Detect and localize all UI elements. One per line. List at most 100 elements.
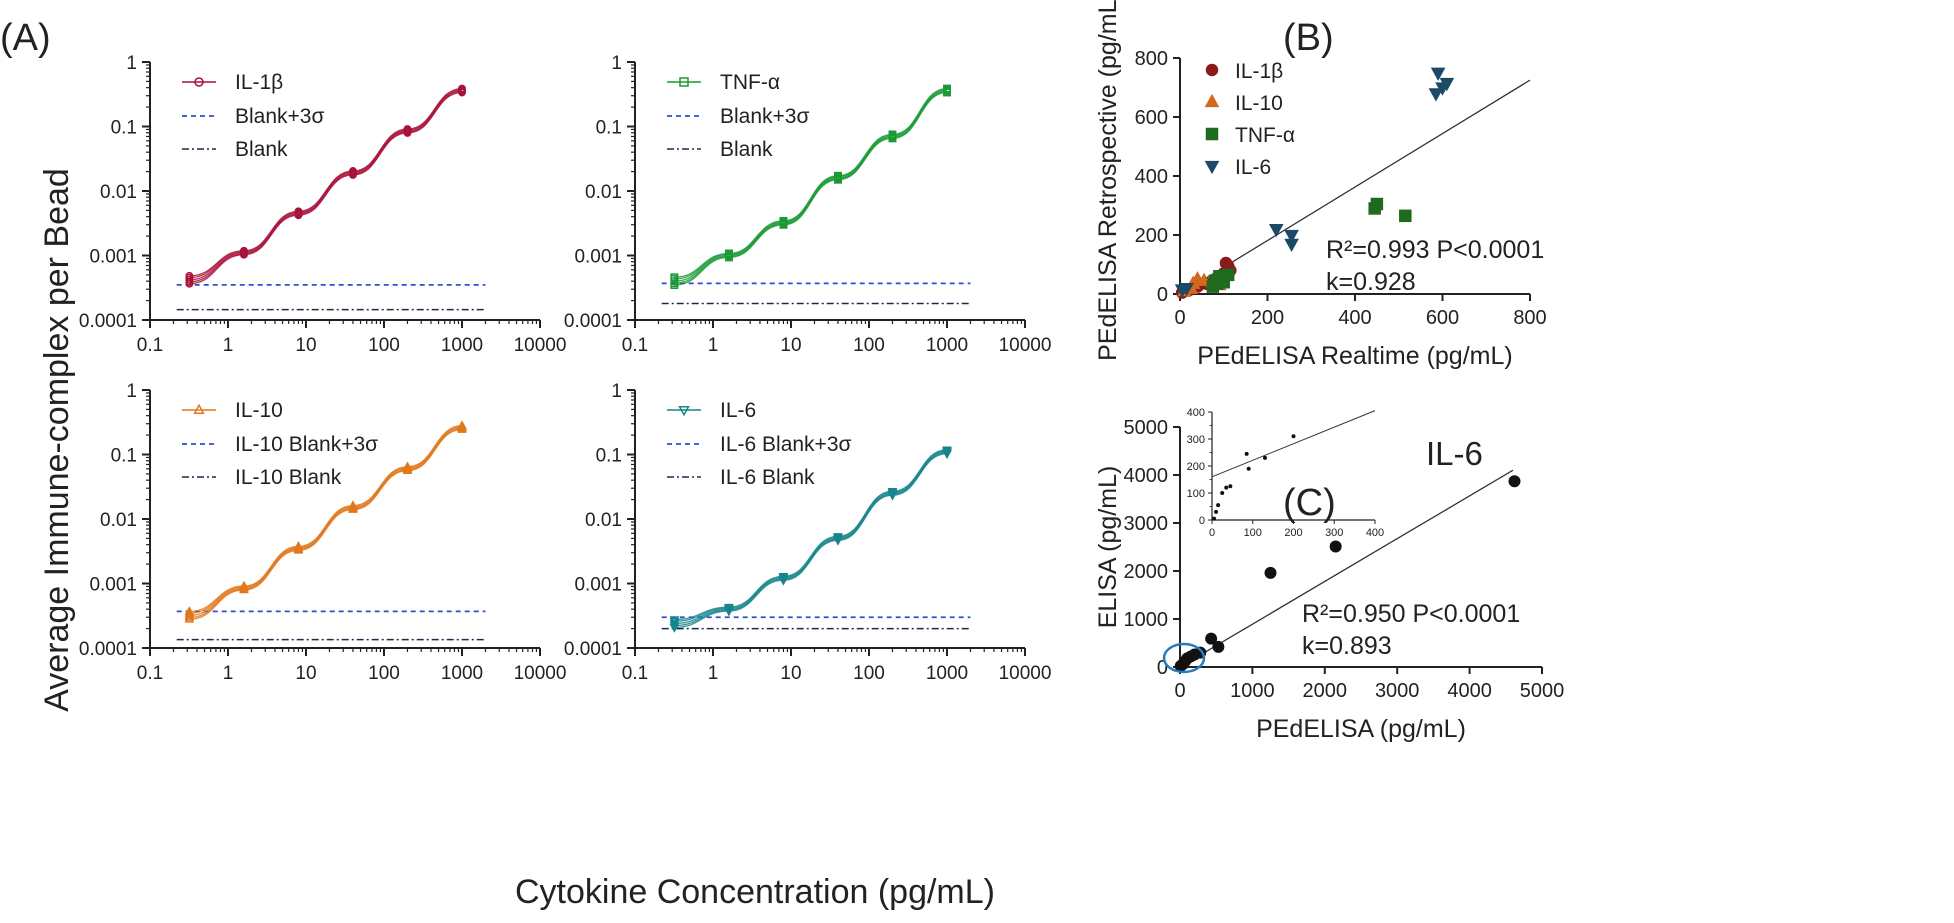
legend-series-label: IL-1β	[235, 71, 283, 94]
data-point	[670, 281, 679, 290]
y-tick-label: 0.0001	[79, 639, 137, 660]
legend-marker	[1205, 63, 1219, 77]
data-point	[1205, 632, 1218, 645]
y-tick-label: 0	[1157, 284, 1168, 306]
data-point	[239, 250, 248, 259]
x-tick-label: 1000	[926, 663, 968, 684]
fit-line	[1179, 469, 1514, 668]
y-tick-label: 1	[611, 381, 622, 402]
legend-blank-3sigma-label: Blank+3σ	[720, 105, 809, 128]
data-point	[1264, 566, 1277, 579]
y-tick-label: 1000	[1124, 609, 1169, 631]
x-axis-label: PEdELISA Realtime (pg/mL)	[1197, 342, 1512, 370]
data-point	[833, 536, 843, 546]
legend-series-marker	[193, 403, 205, 414]
chart-tnfa: 0.1 1 10 100 1000 10000 0.0001 0.001 0.01 0.1 1 TNF…	[564, 53, 1052, 356]
x-tick-label: 1	[223, 335, 234, 356]
legend-blank-label: Blank	[720, 138, 773, 161]
data-point	[348, 500, 358, 509]
data-point	[458, 84, 466, 93]
x-tick-label: 200	[1251, 307, 1284, 329]
fit-curve	[674, 90, 948, 284]
data-point	[294, 211, 303, 220]
inset-data-point	[1214, 509, 1219, 514]
inset-data-point	[1262, 455, 1267, 460]
legend-label: IL-6	[1235, 156, 1271, 179]
x-tick-label: 0.1	[137, 335, 163, 356]
data-point	[1212, 640, 1225, 653]
panel-a-ylabel: Average Immune-complex per Bead	[38, 168, 76, 712]
chart-il1b: 0.1 1 10 100 1000 10000 0.0001 0.001 0.01 0.1 1 IL-…	[79, 53, 567, 356]
data-point	[349, 170, 357, 179]
y-tick-label: 0.1	[596, 118, 622, 139]
data-point	[1179, 282, 1194, 297]
y-tick-label: 0.0001	[564, 639, 622, 660]
y-tick-label: 0.1	[111, 118, 137, 139]
y-tick-label: 0.0001	[79, 311, 137, 332]
x-tick-label: 10	[295, 335, 316, 356]
data-point	[1439, 77, 1455, 92]
data-point	[1399, 209, 1412, 223]
fit-curve	[674, 89, 948, 282]
data-point	[669, 624, 680, 633]
y-tick-label: 1	[611, 53, 622, 74]
legend-label: IL-10	[1235, 92, 1283, 115]
data-point	[457, 424, 467, 433]
y-axis-label: ELISA (pg/mL)	[1094, 466, 1122, 629]
chart-title: IL-6	[1426, 435, 1483, 472]
fit-curve	[674, 87, 948, 278]
y-tick-label: 0	[1157, 657, 1168, 679]
data-point	[239, 580, 249, 590]
data-point	[1428, 88, 1444, 102]
chart-il10: 0.1 1 10 100 1000 10000 0.0001 0.001 0.01 0.1 1 IL-…	[79, 381, 567, 684]
inset-x-tick-label: 200	[1284, 527, 1302, 539]
x-tick-label: 2000	[1303, 680, 1348, 702]
data-point	[185, 279, 194, 288]
inset-x-tick-label: 400	[1366, 527, 1384, 539]
x-tick-label: 100	[853, 335, 885, 356]
fit-curve	[189, 88, 463, 279]
inset-data-point	[1291, 434, 1296, 439]
data-point	[184, 612, 195, 621]
highlight-ellipse	[1162, 642, 1206, 674]
data-point	[779, 220, 788, 229]
x-tick-label: 1000	[441, 335, 483, 356]
inset-y-tick-label: 100	[1187, 488, 1205, 500]
fit-curve	[674, 91, 948, 286]
x-tick-label: 1000	[441, 663, 483, 684]
data-point	[1508, 475, 1521, 488]
x-tick-label: 10000	[514, 663, 567, 684]
data-point	[403, 125, 412, 133]
inset-y-tick-label: 400	[1187, 407, 1205, 419]
stats-annotation: R²=0.950 P<0.0001	[1302, 600, 1520, 628]
data-point	[239, 584, 249, 594]
x-tick-label: 100	[853, 663, 885, 684]
data-point	[1370, 197, 1384, 211]
y-tick-label: 0.001	[574, 575, 622, 596]
legend-series-marker	[678, 406, 690, 417]
x-tick-label: 800	[1513, 307, 1546, 329]
y-tick-label: 0.001	[89, 247, 137, 268]
x-tick-label: 1000	[926, 335, 968, 356]
data-point	[1430, 67, 1446, 81]
fit-curve	[189, 91, 463, 285]
inset-data-point	[1220, 491, 1225, 495]
data-point	[834, 175, 842, 184]
data-point	[184, 613, 195, 623]
y-tick-label: 0.0001	[564, 311, 622, 332]
x-tick-label: 100	[368, 335, 400, 356]
y-tick-label: 200	[1135, 225, 1168, 247]
slope-annotation: k=0.928	[1326, 268, 1416, 296]
legend-blank-3sigma-label: IL-10 Blank+3σ	[235, 433, 378, 456]
data-point	[239, 246, 248, 255]
y-tick-label: 0.1	[111, 446, 137, 467]
y-tick-label: 0.1	[596, 446, 622, 467]
y-tick-label: 2000	[1124, 561, 1169, 583]
legend-marker	[1204, 160, 1220, 175]
x-tick-label: 600	[1426, 307, 1459, 329]
y-tick-label: 5000	[1124, 417, 1169, 439]
legend-marker	[1205, 127, 1219, 141]
x-tick-label: 4000	[1447, 680, 1492, 702]
y-tick-label: 0.001	[574, 247, 622, 268]
